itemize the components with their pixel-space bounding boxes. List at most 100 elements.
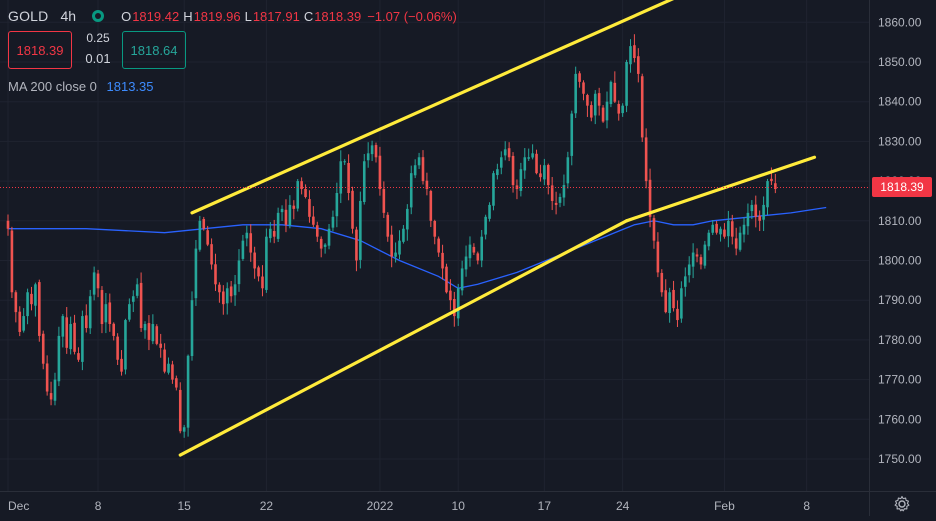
time-axis[interactable]: Dec 8 15 22 2022 10 17 24 Feb 8 [8, 499, 810, 513]
candle [680, 281, 683, 323]
candle-body [343, 161, 346, 163]
candle [300, 177, 303, 195]
candle [315, 221, 319, 242]
candle [523, 148, 527, 179]
candle-body [648, 179, 652, 217]
candle-body [167, 363, 170, 373]
candle-body [774, 183, 777, 190]
candle-body [300, 181, 303, 190]
candle-body [601, 107, 605, 122]
candle [711, 220, 714, 236]
candle-body [683, 276, 687, 287]
candle-body [742, 224, 746, 235]
price-tick-label: 1860.00 [878, 15, 922, 29]
candle-body [182, 427, 186, 432]
timeframe-label[interactable]: 4h [60, 8, 77, 24]
candle [562, 174, 566, 206]
candle-body [22, 316, 25, 331]
candle-body [171, 364, 174, 380]
candle [331, 210, 335, 232]
candle-body [331, 216, 335, 228]
candle-body [57, 335, 61, 382]
candle [527, 148, 530, 161]
candle [617, 100, 621, 121]
candle-body [194, 248, 198, 299]
candle-body [476, 253, 480, 261]
candle-body [198, 220, 202, 250]
candle-body [186, 355, 190, 428]
symbol-legend[interactable]: GOLD 4h O 1819.42 H 1819.96 L 1817.91 C 1818… [8, 8, 457, 24]
candle [131, 290, 135, 313]
candle [347, 154, 350, 201]
candle [484, 214, 487, 240]
candle-body [355, 229, 358, 261]
candle [766, 178, 769, 216]
candle [34, 282, 37, 317]
ma-legend[interactable]: MA 200 close 0 1813.35 [8, 79, 154, 94]
annotations[interactable] [0, 0, 869, 457]
candle [558, 193, 562, 208]
candle [409, 165, 413, 215]
channel-upper-line[interactable] [190, 0, 675, 215]
candle [167, 357, 170, 375]
candle [61, 314, 65, 348]
candle [304, 184, 307, 199]
candle [288, 195, 292, 229]
candle [398, 230, 401, 260]
candle-body [680, 288, 683, 319]
candle [124, 318, 127, 375]
candle [625, 59, 628, 113]
channel-mid-line[interactable] [624, 155, 817, 223]
price-tick-label: 1830.00 [878, 134, 922, 148]
candle [445, 263, 448, 294]
candle-body [449, 290, 452, 301]
candle-body [139, 282, 143, 328]
channel-lower-line[interactable] [178, 219, 629, 457]
candle-body [14, 292, 18, 313]
candle-body [85, 315, 88, 328]
candle [143, 321, 147, 339]
candle [456, 283, 460, 326]
candle-body [73, 322, 76, 352]
candle [135, 278, 139, 299]
candle [362, 154, 366, 205]
candle-body [676, 308, 679, 321]
change-value: −1.07 (−0.06%) [367, 8, 457, 24]
candle [582, 80, 585, 101]
candle-body [147, 323, 151, 340]
candle [355, 226, 358, 272]
gear-icon[interactable] [893, 495, 911, 513]
low-label: L [244, 8, 252, 24]
candle-body [617, 103, 621, 114]
candle [496, 163, 499, 180]
candle-body [621, 105, 624, 114]
low-value: 1817.91 [252, 8, 300, 24]
candle-body [664, 290, 668, 313]
symbol-name[interactable]: GOLD [8, 8, 49, 24]
candle-body [88, 296, 92, 329]
candle-body [45, 363, 49, 392]
candle [237, 249, 241, 292]
candle-body [406, 208, 409, 230]
candle-body [10, 230, 14, 293]
candle-body [347, 162, 350, 194]
candle [601, 105, 605, 123]
candle-body [61, 316, 65, 337]
candle-body [6, 220, 10, 229]
candle-body [734, 238, 738, 249]
sell-price-button[interactable]: 1818.39 [8, 31, 72, 69]
candle [586, 93, 589, 117]
buy-price-button[interactable]: 1818.64 [122, 31, 186, 69]
candle [202, 216, 206, 231]
candle-body [437, 238, 440, 253]
candle [480, 229, 484, 268]
candle [539, 164, 542, 182]
candle [503, 141, 507, 161]
quantity-value[interactable]: 0.01 [85, 51, 111, 66]
candle [699, 254, 703, 270]
candle-body [96, 273, 100, 289]
candle [257, 265, 260, 282]
candle-body [77, 353, 80, 360]
